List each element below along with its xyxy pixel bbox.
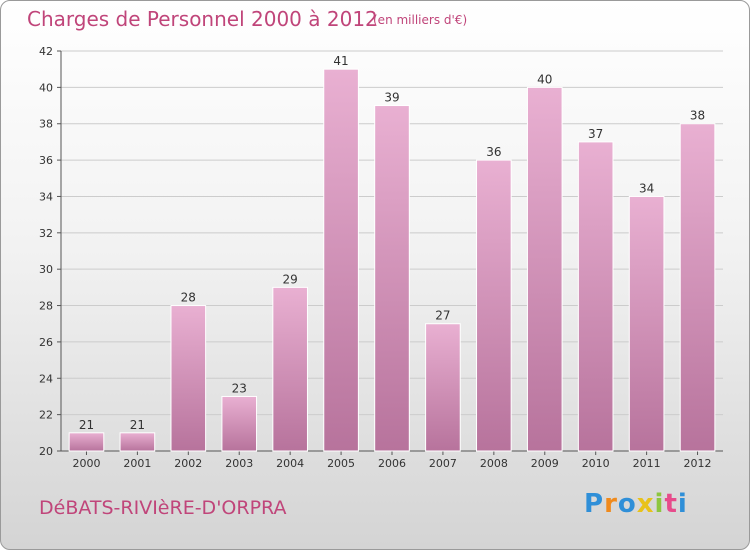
logo-letter: r [604, 489, 618, 519]
bar [323, 68, 359, 452]
data-label: 34 [639, 181, 654, 195]
bar [68, 432, 105, 452]
y-tick-label: 38 [39, 118, 53, 131]
bar [272, 286, 308, 452]
x-tick-label: 2002 [174, 457, 202, 470]
bar [577, 141, 614, 452]
x-tick-label: 2005 [327, 457, 355, 470]
x-tick-label: 2003 [225, 457, 253, 470]
x-tick-label: 2001 [123, 457, 151, 470]
bars [68, 68, 716, 452]
y-tick-label: 40 [39, 81, 53, 94]
data-label: 23 [232, 381, 247, 395]
x-tick-label: 2010 [582, 457, 610, 470]
x-tick-label: 2004 [276, 457, 304, 470]
y-tick-label: 22 [39, 409, 53, 422]
data-label: 39 [384, 91, 399, 105]
bar [679, 123, 716, 452]
data-label: 21 [79, 418, 94, 432]
bar [425, 323, 461, 452]
commune-name: DéBATS-RIVIèRE-D'ORPRA [39, 497, 287, 519]
y-tick-label: 28 [39, 300, 53, 313]
data-label: 37 [588, 127, 603, 141]
chart-title: Charges de Personnel 2000 à 2012 [27, 7, 378, 31]
chart-subtitle: (en milliers d'€) [373, 13, 468, 27]
y-tick-label: 36 [39, 154, 53, 167]
data-label: 29 [283, 272, 298, 286]
x-tick-label: 2011 [633, 457, 661, 470]
bar [526, 86, 563, 452]
bar [221, 395, 258, 452]
bar [628, 195, 665, 452]
data-label: 40 [537, 72, 552, 86]
y-tick-label: 20 [39, 445, 53, 458]
logo-letter: x [636, 489, 655, 519]
data-label: 27 [435, 309, 450, 323]
bar [374, 105, 410, 452]
y-tick-label: 42 [39, 45, 53, 58]
data-label: 28 [181, 291, 196, 305]
x-tick-label: 2012 [684, 457, 712, 470]
x-tick-label: 2009 [531, 457, 559, 470]
logo-letter: o [617, 489, 637, 519]
data-label: 36 [486, 145, 501, 159]
y-tick-label: 26 [39, 336, 53, 349]
bar [476, 159, 512, 452]
logo-letter: t [664, 489, 678, 519]
logo-letter: P [584, 489, 605, 519]
data-label: 38 [690, 109, 705, 123]
data-label: 41 [333, 54, 348, 68]
y-tick-label: 32 [39, 227, 53, 240]
proxiti-logo[interactable]: Proxiti [584, 489, 688, 519]
bar [170, 305, 207, 452]
x-tick-label: 2008 [480, 457, 508, 470]
logo-letter: i [677, 489, 688, 519]
y-tick-label: 30 [39, 263, 53, 276]
bar [119, 432, 156, 452]
y-tick-label: 24 [39, 372, 53, 385]
x-tick-label: 2006 [378, 457, 406, 470]
x-tick-label: 2007 [429, 457, 457, 470]
data-labels: 21 21 28 23 29 41 39 27 36 40 37 34 38 [79, 54, 705, 432]
data-label: 21 [130, 418, 145, 432]
x-tick-label: 2000 [72, 457, 100, 470]
y-tick-label: 34 [39, 190, 53, 203]
logo-letter: i [654, 489, 665, 519]
